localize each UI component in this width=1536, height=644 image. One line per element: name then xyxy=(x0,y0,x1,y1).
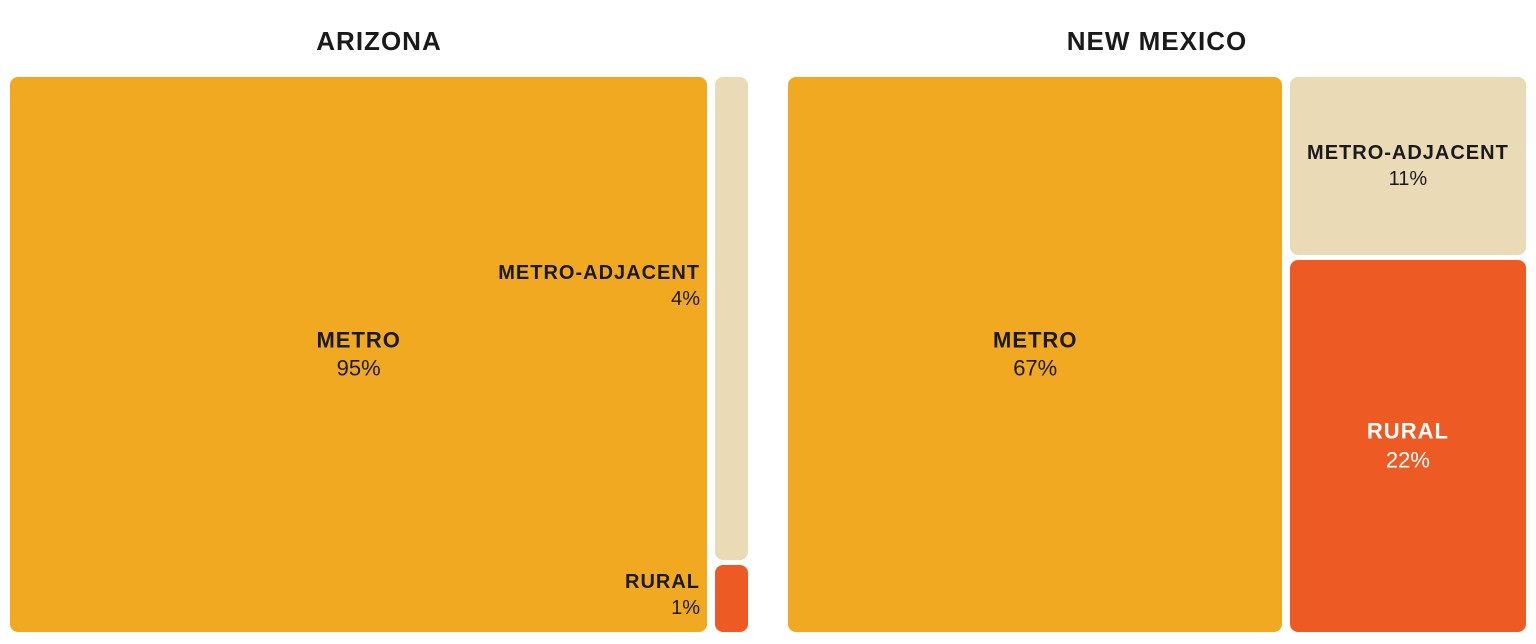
label-nm-adjacent-val: 11% xyxy=(1307,166,1509,192)
label-nm-adjacent: METRO-ADJACENT 11% xyxy=(1307,140,1509,192)
label-nm-metro: METRO 67% xyxy=(993,326,1077,383)
label-nm-metro-val: 67% xyxy=(993,355,1077,384)
block-nm-adjacent: METRO-ADJACENT 11% xyxy=(1290,77,1526,255)
label-nm-metro-cat: METRO xyxy=(993,326,1077,355)
label-nm-rural: RURAL 22% xyxy=(1367,417,1449,474)
label-az-adjacent: METRO-ADJACENT 4% xyxy=(498,260,700,312)
label-nm-rural-val: 22% xyxy=(1367,446,1449,475)
chart-container: ARIZONA METRO 95% METRO-ADJACENT 4% RURA… xyxy=(0,0,1536,632)
block-nm-rural: RURAL 22% xyxy=(1290,260,1526,632)
label-az-adjacent-cat: METRO-ADJACENT xyxy=(498,260,700,286)
label-az-rural: RURAL 1% xyxy=(625,569,700,621)
label-az-rural-val: 1% xyxy=(625,595,700,621)
block-az-rural xyxy=(715,565,748,632)
block-nm-metro: METRO 67% xyxy=(788,77,1282,632)
panel-title-newmexico: NEW MEXICO xyxy=(788,0,1526,77)
treemap-newmexico: METRO 67% METRO-ADJACENT 11% RURAL 22% xyxy=(788,77,1526,632)
panel-title-arizona: ARIZONA xyxy=(10,0,748,77)
label-az-metro-cat: METRO xyxy=(316,326,400,355)
label-az-metro: METRO 95% xyxy=(316,326,400,383)
label-nm-adjacent-cat: METRO-ADJACENT xyxy=(1307,140,1509,166)
panel-arizona: ARIZONA METRO 95% METRO-ADJACENT 4% RURA… xyxy=(10,0,748,632)
treemap-arizona: METRO 95% METRO-ADJACENT 4% RURAL 1% xyxy=(10,77,748,632)
block-az-adjacent xyxy=(715,77,748,560)
block-az-metro: METRO 95% xyxy=(10,77,707,632)
panel-newmexico: NEW MEXICO METRO 67% METRO-ADJACENT 11% … xyxy=(788,0,1526,632)
label-az-metro-val: 95% xyxy=(316,355,400,384)
label-nm-rural-cat: RURAL xyxy=(1367,417,1449,446)
label-az-adjacent-val: 4% xyxy=(498,286,700,312)
label-az-rural-cat: RURAL xyxy=(625,569,700,595)
